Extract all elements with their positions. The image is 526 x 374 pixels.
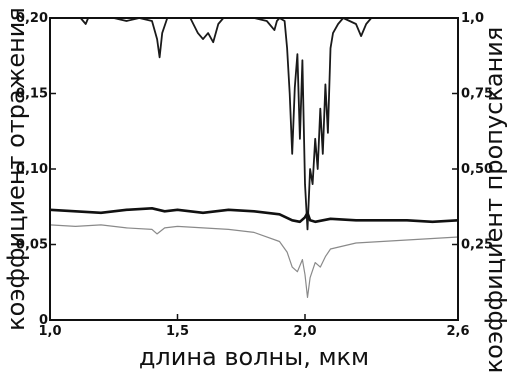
series-line-3	[49, 224, 459, 298]
series-layer	[49, 17, 459, 298]
y-axis-label-left: коэффициент отражения	[2, 7, 30, 331]
y-right-tick-label: 0,75	[461, 87, 493, 102]
y-left-tick-label: 0,10	[16, 162, 48, 177]
y-left-tick-label: 0,15	[16, 87, 48, 102]
series-line-2	[49, 207, 459, 224]
tick-layer: 1,0 1,5 2,0 2,6 0 0,05 0,10 0,15 0,20 0,25 0,50 0,7…	[16, 11, 493, 339]
series-line-1	[50, 17, 458, 231]
x-tick-label: 2,6	[446, 324, 469, 339]
x-axis-label: длина волны, мкм	[139, 343, 369, 371]
x-tick-label: 2,0	[293, 324, 316, 339]
y-right-tick-label: 0,25	[461, 238, 493, 253]
y-left-tick-label: 0,20	[16, 11, 48, 26]
y-right-tick-label: 1,0	[461, 11, 484, 26]
y-axis-label-right: коэффициент пропускания	[480, 27, 508, 374]
x-tick-label: 1,5	[166, 324, 189, 339]
x-tick-label: 1,0	[38, 324, 61, 339]
y-left-tick-label: 0,05	[16, 238, 48, 253]
y-right-tick-label: 0,50	[461, 162, 493, 177]
plot-frame	[49, 17, 459, 321]
y-left-tick-label: 0	[39, 313, 48, 328]
